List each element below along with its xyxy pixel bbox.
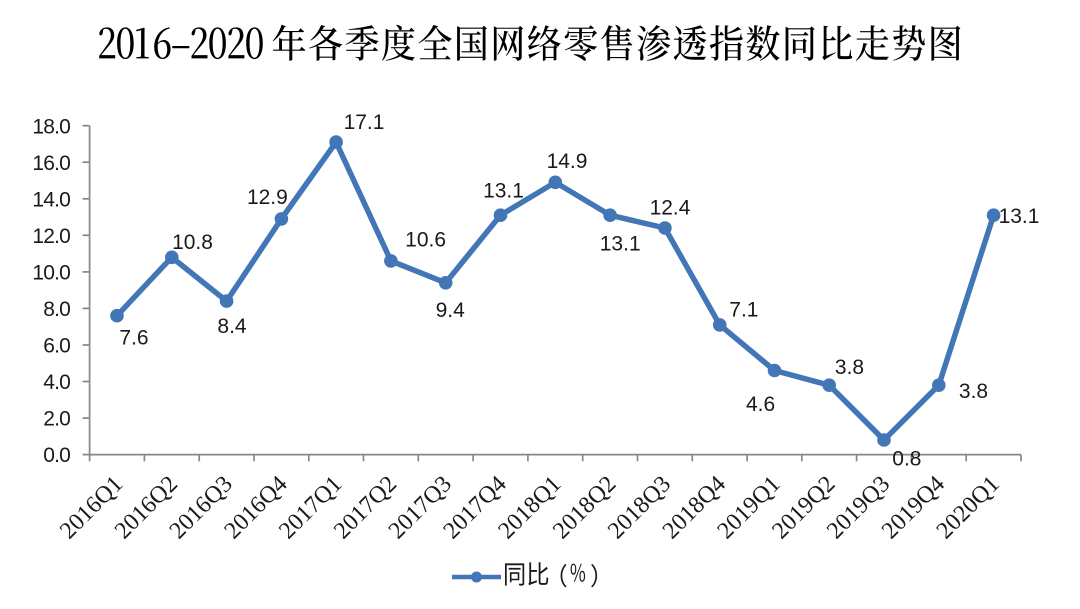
svg-text:2.0: 2.0 bbox=[43, 408, 70, 431]
svg-text:3.8: 3.8 bbox=[835, 356, 864, 379]
svg-text:12.9: 12.9 bbox=[247, 186, 288, 209]
svg-text:17.1: 17.1 bbox=[344, 111, 385, 134]
svg-text:10.6: 10.6 bbox=[405, 229, 446, 252]
svg-text:14.0: 14.0 bbox=[32, 188, 70, 211]
svg-text:8.0: 8.0 bbox=[43, 298, 70, 321]
svg-text:8.4: 8.4 bbox=[217, 315, 247, 338]
svg-text:13.1: 13.1 bbox=[483, 180, 524, 203]
svg-text:12.4: 12.4 bbox=[650, 196, 691, 219]
svg-text:12.0: 12.0 bbox=[32, 225, 70, 248]
svg-text:4.0: 4.0 bbox=[43, 371, 70, 394]
svg-text:0.0: 0.0 bbox=[43, 444, 70, 467]
svg-text:3.8: 3.8 bbox=[959, 380, 988, 403]
svg-text:4.6: 4.6 bbox=[746, 393, 775, 416]
svg-text:13.1: 13.1 bbox=[999, 205, 1040, 228]
svg-text:13.1: 13.1 bbox=[600, 233, 641, 256]
svg-text:18.0: 18.0 bbox=[32, 115, 70, 138]
svg-text:9.4: 9.4 bbox=[436, 299, 466, 322]
svg-text:16.0: 16.0 bbox=[32, 152, 70, 175]
svg-text:10.0: 10.0 bbox=[32, 262, 70, 285]
svg-text:7.6: 7.6 bbox=[119, 327, 148, 350]
svg-text:7.1: 7.1 bbox=[729, 298, 758, 321]
svg-text:0.8: 0.8 bbox=[892, 447, 921, 470]
svg-text:10.8: 10.8 bbox=[172, 231, 213, 254]
svg-text:6.0: 6.0 bbox=[43, 335, 70, 358]
svg-text:14.9: 14.9 bbox=[547, 150, 588, 173]
